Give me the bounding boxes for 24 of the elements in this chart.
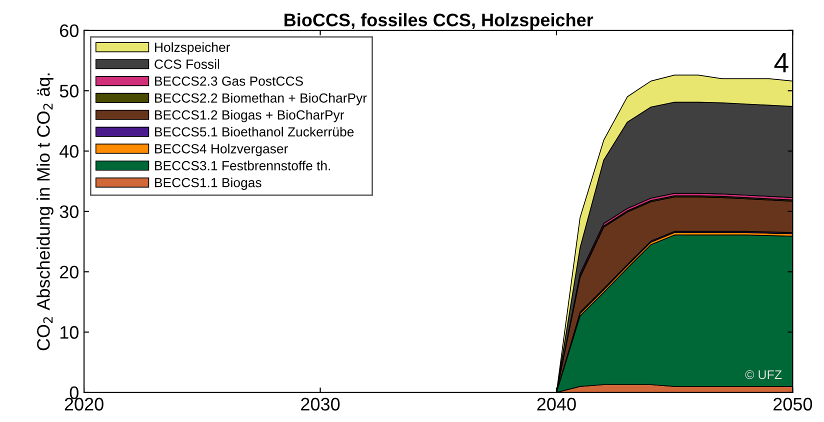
legend-label: BECCS1.2 Biogas + BioCharPyr [155,110,344,122]
chart-title: BioCCS, fossiles CCS, Holzspeicher [284,13,594,30]
y-tick-label: 10 [60,326,78,339]
annotation: © UFZ [745,370,782,380]
annotation: 4 [774,53,788,72]
x-tick-label: 2040 [537,398,576,411]
x-tick-label: 2050 [774,398,812,411]
x-tick-label: 2020 [64,398,104,411]
legend-label: BECCS5.1 Bioethanol Zuckerrübe [155,126,354,137]
legend-label: CCS Fossil [154,59,220,69]
y-tick-label: 50 [60,84,78,98]
y-tick-label: 60 [60,24,78,38]
y-tick-label: 40 [60,145,78,158]
legend-label: BECCS2.2 Biomethan + BioCharPyr [155,93,367,106]
legend-label: BECCS4 Holzvergaser [155,144,288,156]
legend-label: BECCS2.3 Gas PostCCS [155,76,303,86]
legend-label: Holzspeicher [155,42,230,55]
y-tick-label: 0 [70,386,78,400]
y-tick-label: 20 [60,266,78,278]
x-tick-label: 2030 [301,398,340,411]
y-tick-label: 30 [60,205,78,218]
y-axis-title: CO$_{2}$ Abscheidung in Mio t CO$_{2}$ äq. [36,73,54,350]
legend-label: BECCS3.1 Festbrennstoffe th. [155,160,330,170]
legend-label: BECCS1.1 Biogas [155,178,262,190]
